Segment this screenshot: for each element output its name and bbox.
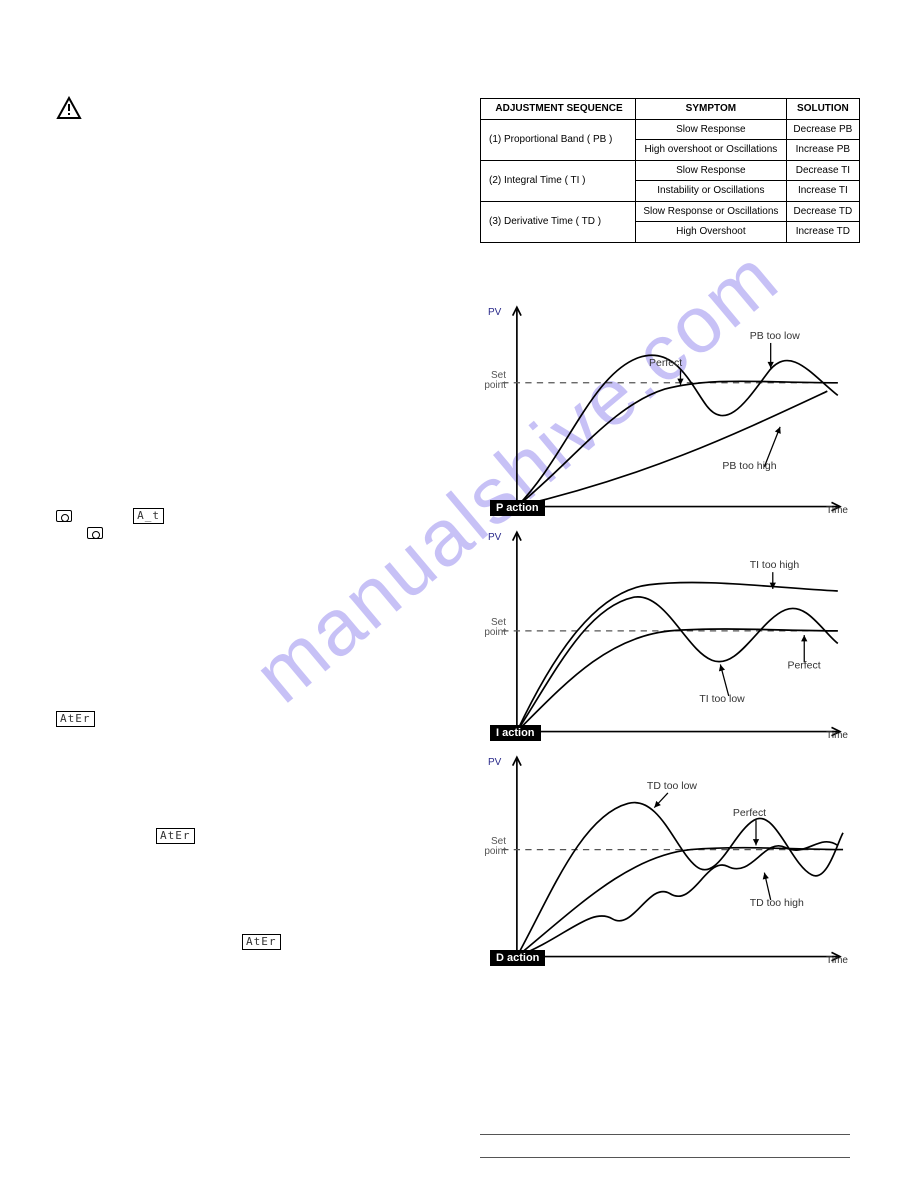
chart-d-action: PV Setpoint TD too low Perfect TD too hi… <box>490 751 850 966</box>
cell-sol: Increase TI <box>786 181 859 202</box>
svg-text:Perfect: Perfect <box>649 358 682 369</box>
chart-i-action: PV Setpoint TI too low Perfect TI too hi… <box>490 526 850 741</box>
svg-text:TD too high: TD too high <box>750 898 804 909</box>
svg-text:TI too high: TI too high <box>750 559 800 570</box>
th-solution: SOLUTION <box>786 99 859 120</box>
scroll-key-icon-2 <box>87 527 103 539</box>
seg-at: A_t <box>133 508 164 524</box>
cell-sym: Instability or Oscillations <box>636 181 787 202</box>
svg-text:PB too low: PB too low <box>750 330 800 341</box>
chart-tag-i: I action <box>490 725 541 741</box>
cell-seq-pb: (1) Proportional Band ( PB ) <box>481 119 636 160</box>
chart-p-action: PV Setpoint PB too low Perfect PB too hi… <box>490 301 850 516</box>
cell-sol: Decrease PB <box>786 119 859 140</box>
adjustment-table: ADJUSTMENT SEQUENCE SYMPTOM SOLUTION (1)… <box>480 98 860 243</box>
table-row: (2) Integral Time ( TI ) Slow Response D… <box>481 160 860 181</box>
seg-ater-3-row: AtEr <box>242 934 466 951</box>
axis-y-label: PV <box>488 532 501 543</box>
table-row: (3) Derivative Time ( TD ) Slow Response… <box>481 201 860 222</box>
scroll-key-icon <box>56 510 72 522</box>
cell-sol: Increase TD <box>786 222 859 243</box>
cell-seq-ti: (2) Integral Time ( TI ) <box>481 160 636 201</box>
table-row: (1) Proportional Band ( PB ) Slow Respon… <box>481 119 860 140</box>
setpoint-label: Setpoint <box>482 618 506 638</box>
key-and-seg-row: A_t <box>56 508 466 541</box>
cell-sym: Slow Response or Oscillations <box>636 201 787 222</box>
svg-text:PB too high: PB too high <box>722 460 776 471</box>
th-sequence: ADJUSTMENT SEQUENCE <box>481 99 636 120</box>
signature-lines <box>480 1116 850 1180</box>
axis-x-label: Time <box>826 730 848 741</box>
cell-sym: Slow Response <box>636 160 787 181</box>
cell-seq-td: (3) Derivative Time ( TD ) <box>481 201 636 242</box>
warning-triangle-icon <box>56 96 82 125</box>
axis-y-label: PV <box>488 307 501 318</box>
seg-ater-2: AtEr <box>156 828 195 844</box>
cell-sol: Increase PB <box>786 140 859 161</box>
cell-sol: Decrease TI <box>786 160 859 181</box>
seg-ater-1: AtEr <box>56 711 95 727</box>
seg-ater-1-row: AtEr <box>56 711 466 728</box>
cell-sym: High overshoot or Oscillations <box>636 140 787 161</box>
chart-tag-p: P action <box>490 500 545 516</box>
th-symptom: SYMPTOM <box>636 99 787 120</box>
setpoint-label: Setpoint <box>482 371 506 391</box>
svg-text:Perfect: Perfect <box>733 808 766 819</box>
axis-x-label: Time <box>826 505 848 516</box>
svg-text:TD too low: TD too low <box>647 780 697 791</box>
cell-sol: Decrease TD <box>786 201 859 222</box>
cell-sym: High Overshoot <box>636 222 787 243</box>
left-text-column: A_t AtEr AtEr AtEr <box>56 132 466 951</box>
svg-text:TI too low: TI too low <box>699 694 745 705</box>
setpoint-label: Setpoint <box>482 837 506 857</box>
axis-y-label: PV <box>488 757 501 768</box>
axis-x-label: Time <box>826 955 848 966</box>
chart-tag-d: D action <box>490 950 545 966</box>
seg-ater-2-row: AtEr <box>156 828 466 845</box>
seg-ater-3: AtEr <box>242 934 281 950</box>
cell-sym: Slow Response <box>636 119 787 140</box>
